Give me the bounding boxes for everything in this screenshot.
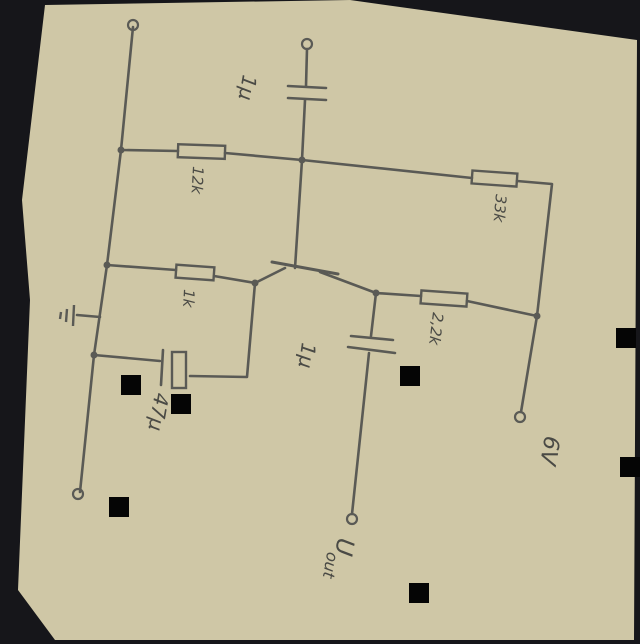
wire-top-horizontal bbox=[119, 148, 180, 153]
label-r-right: 33k bbox=[489, 194, 509, 225]
label-r-top: 12k bbox=[187, 166, 206, 196]
cap-47-plate-2 bbox=[170, 350, 188, 390]
label-cap-top: 1µ bbox=[234, 73, 262, 102]
cap-top-plate-2 bbox=[286, 96, 328, 102]
terminal-output bbox=[345, 512, 359, 526]
ground-icon bbox=[71, 304, 76, 327]
transistor-base-bar bbox=[270, 260, 340, 276]
terminal-supply bbox=[513, 410, 527, 424]
label-output: U bbox=[329, 536, 360, 559]
occlusion-square bbox=[400, 366, 420, 386]
terminal-left-top bbox=[126, 18, 140, 32]
wire-ground bbox=[75, 313, 102, 319]
wire-left-top bbox=[92, 25, 135, 357]
terminal-left-bottom bbox=[71, 487, 85, 501]
cap-top-plate-1 bbox=[286, 84, 328, 90]
occlusion-square bbox=[171, 394, 191, 414]
occlusion-square bbox=[109, 497, 129, 517]
cap-47-plate-1 bbox=[159, 348, 165, 387]
label-cap-out: 1µ bbox=[294, 341, 321, 370]
cap-out-plate-2 bbox=[346, 345, 397, 355]
label-supply: 6V bbox=[534, 434, 564, 469]
label-output-sub: out bbox=[319, 551, 342, 581]
occlusion-square bbox=[620, 457, 640, 477]
paper-sheet bbox=[18, 0, 637, 640]
label-r-mid: 1k bbox=[179, 289, 198, 309]
transistor-collector bbox=[318, 270, 378, 295]
occlusion-square bbox=[409, 583, 429, 603]
wire-base bbox=[293, 158, 304, 270]
occlusion-square bbox=[121, 375, 141, 395]
occlusion-square bbox=[616, 328, 636, 348]
label-r-collector: 2,2k bbox=[425, 312, 447, 348]
wire-left-bottom bbox=[78, 353, 96, 494]
resistor-1k bbox=[174, 263, 216, 282]
cap-out-plate-1 bbox=[349, 334, 395, 342]
transistor-emitter bbox=[253, 266, 287, 285]
